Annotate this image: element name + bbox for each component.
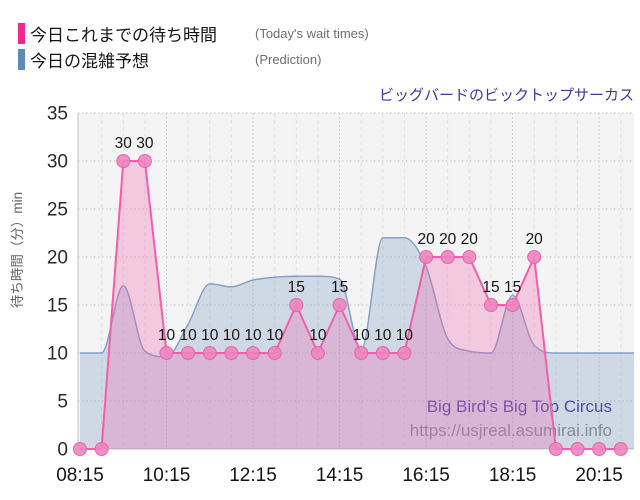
y-tick-label: 25 [47,200,68,221]
data-point-marker [440,250,455,264]
y-tick-label: 5 [57,392,68,413]
data-point-label: 10 [158,327,176,344]
data-point-marker [224,346,239,360]
data-point-marker [159,346,174,360]
y-axis-title: 待ち時間（分）min [10,192,25,308]
data-point-marker [375,346,390,360]
data-point-label: 30 [136,135,154,152]
x-tick-label: 16:15 [402,465,450,486]
actual-series-label: 今日これまでの待ち時間 [30,25,217,45]
data-point-label: 20 [461,231,479,248]
x-tick-label: 18:15 [489,465,537,486]
prediction-series-label-en: (Prediction) [255,51,322,67]
data-point-label: 30 [115,135,133,152]
data-point-marker [505,298,520,312]
y-tick-label: 35 [47,104,68,125]
prediction-series-label: 今日の混雑予想 [30,51,149,71]
watermark-attraction-name: Big Bird's Big Top Circus [427,397,612,416]
y-tick-label: 20 [47,248,68,269]
data-point-marker [181,346,196,360]
data-point-marker [462,250,477,264]
x-tick-label: 14:15 [316,465,364,486]
data-point-marker [397,346,412,360]
data-point-marker [202,346,217,360]
data-point-marker [592,442,607,456]
data-point-marker [570,442,585,456]
data-point-label: 10 [309,327,327,344]
actual-series-label-en: (Today's wait times) [255,25,369,41]
data-point-label: 15 [331,279,348,296]
attraction-title: ビッグバードのビックトップサーカス [378,87,634,104]
data-point-label: 10 [396,327,414,344]
x-tick-label: 08:15 [56,465,104,486]
data-point-label: 10 [201,327,219,344]
legend-item-actual: 今日これまでの待ち時間 (Today's wait times) [18,20,369,46]
data-point-marker [332,298,347,312]
data-point-marker [310,346,325,360]
data-point-marker [548,442,563,456]
y-tick-label: 30 [47,152,68,173]
data-point-marker [484,298,498,312]
data-point-marker [94,442,109,456]
data-point-marker [73,442,87,456]
y-tick-label: 15 [47,296,68,317]
prediction-series-swatch [18,48,25,70]
data-point-label: 10 [244,327,262,344]
data-point-label: 10 [223,327,241,344]
data-point-marker [354,346,369,360]
data-point-label: 20 [526,231,544,248]
data-point-marker [527,250,542,264]
x-tick-label: 20:15 [575,465,623,486]
data-point-label: 10 [266,327,284,344]
data-point-marker [267,346,282,360]
actual-area [80,161,621,449]
data-point-marker [419,250,434,264]
data-point-label: 10 [353,327,371,344]
data-point-label: 15 [504,279,521,296]
data-point-label: 10 [374,327,392,344]
data-point-label: 10 [179,327,197,344]
data-point-marker [246,346,260,360]
data-point-marker [613,442,628,456]
x-tick-label: 10:15 [143,465,191,486]
y-tick-label: 0 [57,440,68,461]
actual-series-swatch [18,22,25,44]
y-tick-label: 10 [47,344,68,365]
watermark-url: https://usjreal.asumirai.info [410,421,612,440]
data-point-marker [137,154,152,168]
data-point-marker [116,154,131,168]
data-point-label: 15 [482,279,499,296]
chart-legend: 今日これまでの待ち時間 (Today's wait times) 今日の混雑予想… [18,20,369,72]
data-point-label: 15 [288,279,305,296]
plot-background [78,113,634,449]
legend-item-prediction: 今日の混雑予想 (Prediction) [18,46,369,72]
data-point-marker [289,298,304,312]
data-point-label: 20 [439,231,457,248]
data-point-label: 20 [417,231,435,248]
x-tick-label: 12:15 [229,465,277,486]
